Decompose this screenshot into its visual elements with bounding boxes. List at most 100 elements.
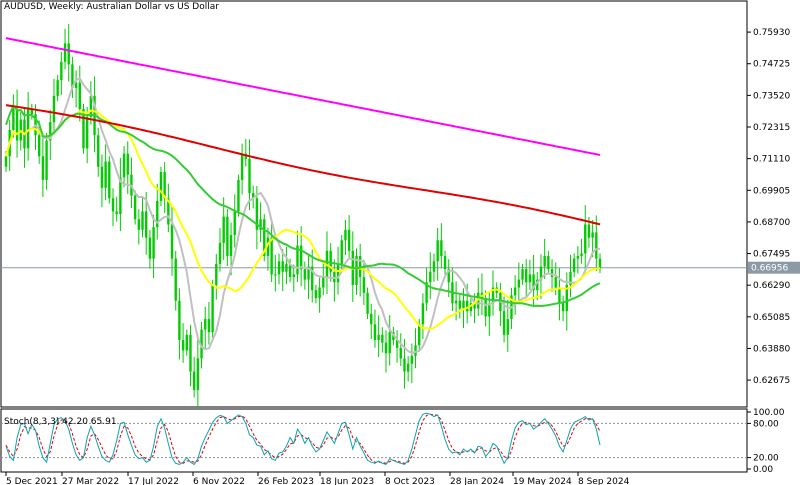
candle-body (558, 287, 561, 304)
candle-body (329, 250, 332, 272)
candle-body (215, 263, 218, 285)
candle-body (170, 224, 174, 259)
candle-body (381, 334, 384, 343)
candle-body (63, 43, 67, 62)
candle-body (211, 284, 214, 333)
candle-body (502, 311, 506, 335)
candle-body (458, 300, 462, 309)
y-tick-label: 0.69905 (753, 186, 790, 196)
candle-body (104, 161, 107, 188)
candle-body (395, 340, 399, 348)
osc-y-tick-label: 80.00 (753, 419, 779, 429)
candle-body (97, 135, 100, 167)
candle-body (469, 303, 473, 312)
candle-body (418, 324, 421, 346)
candle-body (41, 156, 45, 180)
candle-body (167, 198, 170, 225)
candle-body (266, 237, 270, 257)
candle-body (543, 256, 546, 267)
candle-body (133, 195, 137, 220)
candle-body (204, 319, 207, 330)
candle-body (15, 109, 19, 141)
candlestick-series (4, 23, 602, 407)
candle-body (325, 250, 329, 278)
candle-body (259, 219, 262, 230)
candle-body (403, 358, 406, 372)
candle-body (347, 229, 351, 251)
candle-body (4, 156, 8, 167)
stoch-signal-line (5, 413, 601, 464)
y-tick-label: 0.67495 (753, 250, 790, 260)
osc-y-tick-label: 0.00 (753, 465, 773, 475)
candle-body (340, 240, 343, 264)
candle-body (111, 198, 115, 212)
candle-body (45, 140, 48, 180)
y-tick-label: 0.74725 (753, 60, 790, 70)
candle-body (318, 287, 321, 299)
main-pane (0, 0, 748, 473)
candle-body (248, 158, 251, 194)
ma-gray-line (5, 76, 601, 354)
candle-body (414, 345, 417, 356)
candle-body (550, 269, 554, 278)
candle-body (174, 258, 177, 301)
candle-body (233, 211, 236, 236)
price-badge (748, 261, 800, 274)
candle-body (366, 292, 369, 314)
candle-body (462, 300, 465, 309)
x-tick-label: 26 Feb 2023 (258, 477, 314, 485)
candle-body (137, 219, 141, 230)
candle-body (207, 319, 211, 333)
candle-body (115, 211, 118, 215)
candle-body (344, 229, 347, 241)
candle-body (532, 274, 535, 291)
candle-body (436, 240, 439, 262)
candle-body (410, 355, 414, 364)
x-tick-label: 6 Nov 2022 (193, 477, 245, 485)
candle-body (303, 269, 307, 280)
candle-body (82, 109, 85, 149)
candle-body (539, 266, 543, 280)
candle-body (362, 277, 366, 293)
ma-red-line (5, 104, 601, 226)
candle-body (517, 279, 521, 288)
candle-body (373, 324, 377, 341)
candle-body (285, 263, 288, 272)
ma-yellow-line (5, 109, 601, 330)
candle-body (322, 277, 325, 288)
candle-body (536, 279, 539, 291)
candle-body (484, 298, 487, 317)
y-tick-label: 0.66290 (753, 281, 790, 291)
candle-body (49, 122, 52, 141)
x-tick-label: 19 May 2024 (513, 477, 572, 485)
candle-body (67, 43, 70, 65)
candle-body (447, 269, 450, 283)
candle-body (255, 198, 259, 230)
y-tick-label: 0.75930 (753, 28, 790, 38)
candle-body (141, 211, 144, 230)
candle-body (26, 109, 30, 149)
oscillator-label: Stoch(8,3,3) 42.20 65.91 (4, 417, 117, 427)
candle-body (488, 303, 491, 317)
candle-body (251, 193, 255, 199)
candle-body (432, 261, 436, 272)
candle-body (477, 292, 480, 309)
candle-body (513, 287, 517, 296)
candle-body (528, 274, 532, 283)
candle-body (229, 235, 233, 257)
candle-body (56, 80, 59, 96)
candle-body (152, 227, 155, 259)
candle-body (421, 303, 425, 325)
candle-body (561, 303, 565, 312)
candle-body (370, 313, 373, 325)
candle-body (547, 256, 550, 270)
candle-body (576, 256, 580, 259)
candle-body (163, 172, 166, 199)
x-tick-label: 27 Mar 2022 (62, 477, 119, 485)
candle-body (126, 153, 129, 175)
candle-body (406, 363, 410, 372)
main-frame (0, 0, 748, 408)
candle-body (274, 274, 277, 276)
